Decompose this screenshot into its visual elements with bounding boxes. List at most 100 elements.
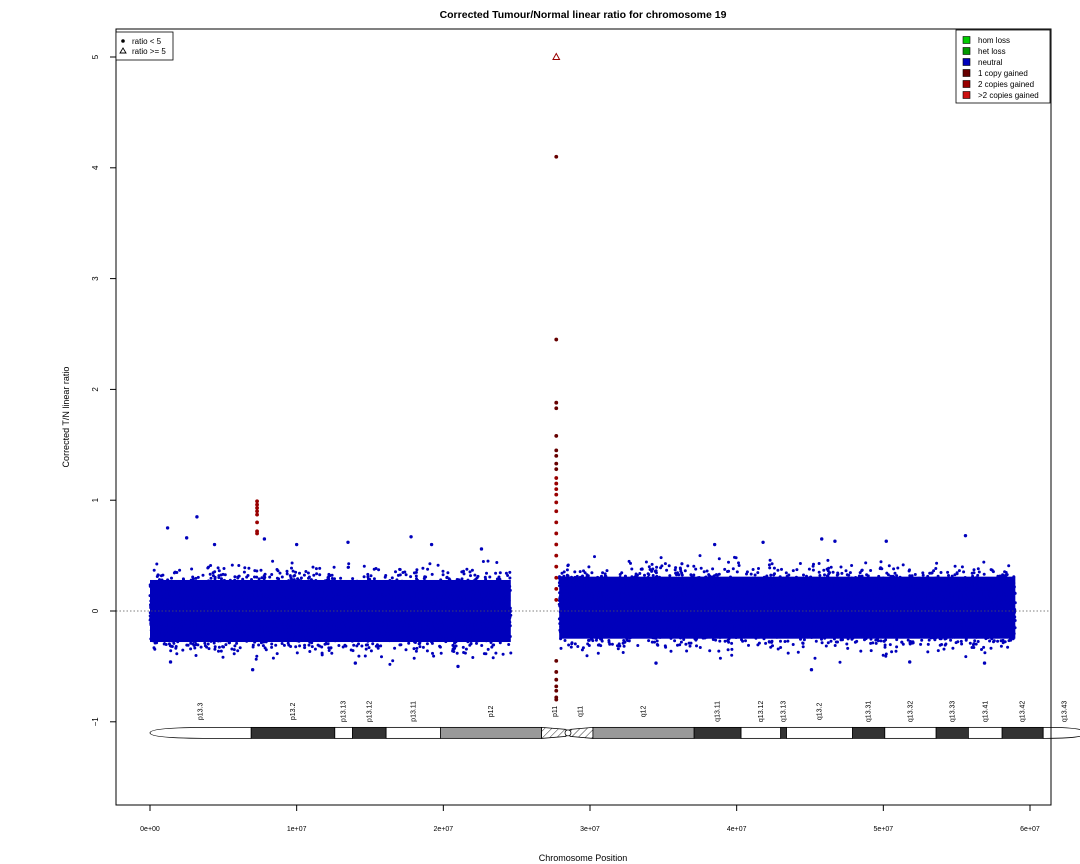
data-point bbox=[397, 634, 401, 637]
data-point bbox=[267, 589, 271, 593]
data-point bbox=[242, 628, 246, 632]
series-neutral bbox=[148, 515, 1017, 672]
ideogram-band-label: p12 bbox=[488, 705, 495, 717]
data-point bbox=[208, 572, 212, 576]
data-point bbox=[197, 629, 201, 633]
data-point bbox=[494, 571, 498, 575]
data-point bbox=[508, 570, 512, 574]
data-point bbox=[464, 601, 468, 605]
data-point bbox=[401, 619, 405, 623]
data-point bbox=[363, 654, 367, 658]
data-point bbox=[212, 641, 216, 645]
data-point bbox=[383, 620, 387, 624]
data-points bbox=[148, 52, 1017, 702]
data-point bbox=[465, 597, 469, 601]
data-point bbox=[216, 566, 220, 570]
data-point bbox=[493, 599, 497, 602]
data-point bbox=[277, 589, 281, 593]
data-point bbox=[251, 645, 255, 649]
data-point bbox=[172, 634, 176, 638]
data-point bbox=[451, 589, 454, 593]
data-point bbox=[218, 632, 222, 636]
data-point bbox=[318, 573, 322, 577]
data-point bbox=[465, 621, 469, 625]
data-point bbox=[495, 624, 499, 627]
data-point bbox=[440, 625, 444, 629]
data-point bbox=[340, 637, 344, 641]
data-point bbox=[249, 637, 252, 641]
data-point bbox=[457, 599, 461, 603]
data-point bbox=[383, 595, 386, 599]
data-point bbox=[338, 595, 342, 599]
data-point bbox=[249, 625, 253, 628]
data-point bbox=[189, 647, 193, 651]
data-point bbox=[193, 631, 197, 635]
data-point bbox=[287, 579, 291, 583]
data-point bbox=[394, 581, 398, 585]
data-point bbox=[273, 592, 277, 596]
data-point bbox=[402, 589, 406, 593]
data-point bbox=[301, 594, 305, 598]
data-point bbox=[359, 588, 363, 592]
data-point bbox=[342, 607, 346, 611]
ideogram-band bbox=[592, 726, 695, 739]
data-point bbox=[303, 613, 307, 617]
data-point bbox=[426, 631, 430, 635]
data-point bbox=[324, 639, 328, 643]
ideogram-band-label: p13.2 bbox=[290, 703, 297, 721]
data-point bbox=[484, 577, 488, 581]
data-point bbox=[413, 602, 417, 606]
data-point bbox=[260, 618, 264, 622]
data-point bbox=[337, 620, 341, 624]
data-point bbox=[228, 589, 232, 593]
data-point bbox=[385, 611, 389, 615]
data-point bbox=[327, 639, 331, 643]
data-point bbox=[230, 583, 233, 587]
data-point bbox=[312, 607, 316, 611]
data-point bbox=[278, 606, 282, 610]
data-point bbox=[237, 564, 241, 567]
data-point bbox=[380, 620, 383, 624]
data-point bbox=[180, 603, 184, 607]
data-point bbox=[165, 604, 169, 608]
data-point bbox=[508, 576, 512, 580]
data-point bbox=[487, 591, 490, 595]
data-point bbox=[211, 629, 215, 633]
data-point bbox=[197, 635, 201, 639]
data-point bbox=[182, 634, 185, 638]
data-point bbox=[477, 635, 481, 639]
data-point bbox=[460, 582, 464, 586]
data-point bbox=[237, 613, 241, 617]
data-point bbox=[502, 582, 506, 586]
data-point bbox=[508, 584, 512, 588]
data-point bbox=[267, 620, 271, 624]
data-point bbox=[275, 576, 279, 580]
data-point bbox=[394, 605, 398, 609]
data-point bbox=[153, 647, 157, 651]
ideogram-band-label: q13.32 bbox=[907, 701, 914, 723]
data-point bbox=[369, 649, 373, 653]
data-point bbox=[247, 566, 251, 570]
ideogram-band bbox=[1001, 726, 1044, 739]
data-point bbox=[197, 626, 201, 629]
data-point bbox=[232, 606, 236, 610]
ideogram-band bbox=[935, 726, 969, 739]
data-point bbox=[425, 649, 429, 653]
data-point bbox=[217, 645, 221, 649]
data-point bbox=[415, 583, 419, 587]
ideogram-band bbox=[1042, 726, 1080, 739]
data-point bbox=[302, 573, 306, 577]
data-point bbox=[329, 624, 333, 628]
data-point bbox=[269, 635, 273, 639]
data-point bbox=[391, 584, 394, 588]
data-point bbox=[377, 603, 381, 607]
data-point bbox=[394, 637, 398, 641]
data-point bbox=[335, 638, 339, 641]
data-point bbox=[311, 624, 315, 627]
data-point bbox=[284, 586, 288, 590]
data-point bbox=[409, 575, 413, 579]
data-point bbox=[242, 593, 246, 597]
data-point bbox=[355, 579, 359, 583]
data-point bbox=[254, 618, 257, 622]
data-point bbox=[275, 611, 279, 614]
